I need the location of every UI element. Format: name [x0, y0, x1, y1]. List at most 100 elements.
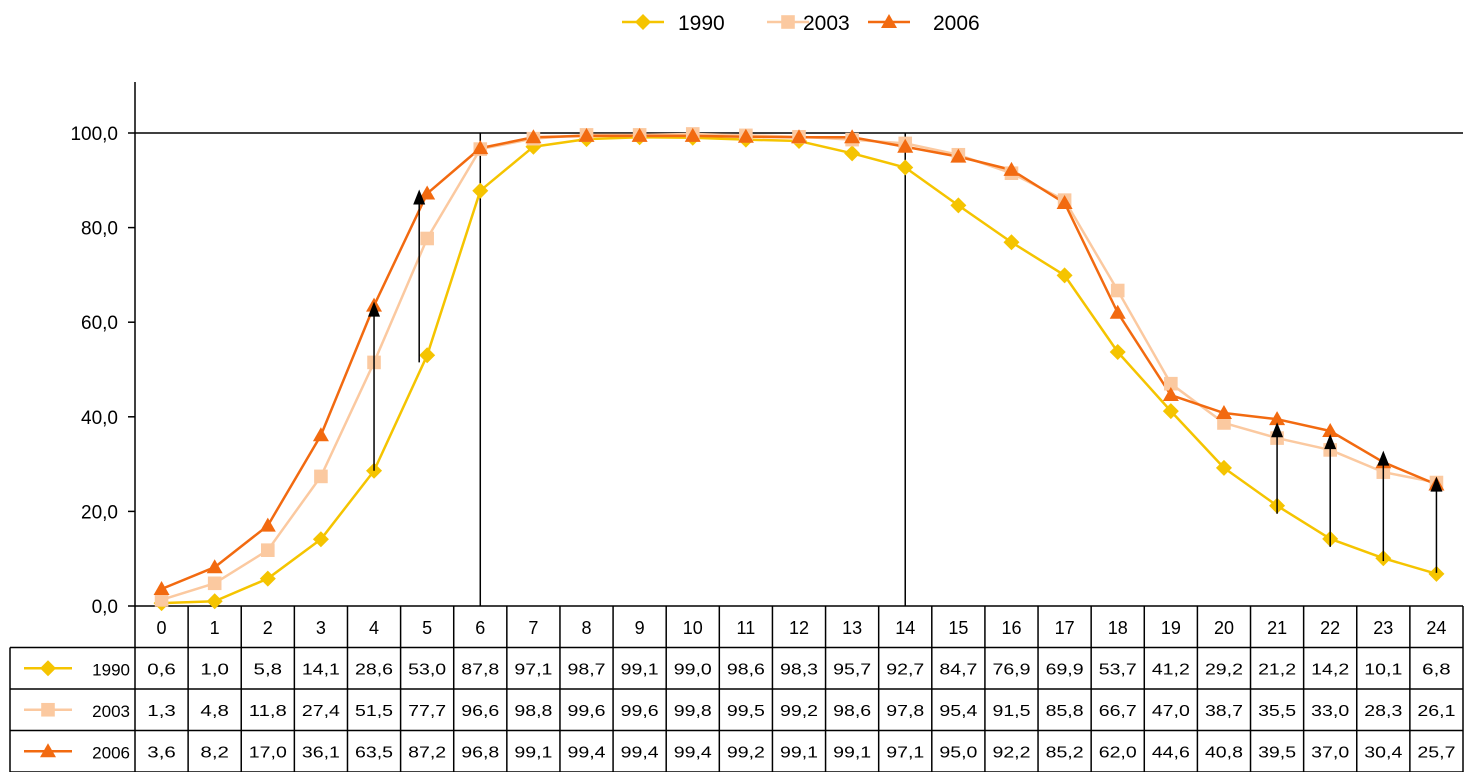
- data-label-2006-15: 95,0: [939, 744, 977, 761]
- point-2006-22: [1322, 422, 1339, 437]
- data-label-2003-17: 85,8: [1046, 703, 1084, 720]
- point-2003-18: [1110, 283, 1125, 298]
- legend-marker-2006: [881, 14, 897, 28]
- arrow-head-4: [1377, 450, 1390, 466]
- data-label-2006-18: 62,0: [1099, 744, 1137, 761]
- data-label-2003-22: 33,0: [1311, 703, 1349, 720]
- data-label-1990-22: 14,2: [1311, 661, 1349, 678]
- arrows-layer: [368, 189, 1443, 573]
- arrow-head-5: [1430, 476, 1443, 492]
- x-tick-label: 1: [210, 618, 220, 638]
- data-label-2006-14: 97,1: [886, 744, 924, 761]
- data-label-2003-11: 99,5: [727, 703, 765, 720]
- data-label-2003-8: 99,6: [568, 703, 606, 720]
- legend-marker-2003: [781, 15, 795, 29]
- point-2003-0: [154, 593, 169, 607]
- point-1990-1: [206, 593, 223, 610]
- x-tick-label: 10: [683, 618, 703, 638]
- data-label-2003-16: 91,5: [992, 703, 1030, 720]
- data-label-1990-14: 92,7: [886, 661, 924, 678]
- point-2006-12: [791, 129, 807, 144]
- data-label-1990-9: 99,1: [621, 661, 659, 678]
- data-label-1990-19: 41,2: [1152, 661, 1190, 678]
- data-label-1990-4: 28,6: [355, 661, 393, 678]
- data-label-2006-22: 37,0: [1311, 744, 1349, 761]
- point-2003-2: [261, 543, 275, 557]
- arrow-head-0: [368, 301, 381, 317]
- data-label-2003-9: 99,6: [621, 703, 659, 720]
- data-label-2006-23: 30,4: [1364, 744, 1402, 761]
- point-2003-19: [1164, 376, 1178, 391]
- data-label-2006-24: 25,7: [1417, 744, 1455, 761]
- data-label-1990-5: 53,0: [408, 661, 446, 678]
- data-table: 0 1 2 3 4 5 6 7 8 9 10 11 12 13 14 15 16 17 18 19 20 21 22 23 24…: [9, 606, 1464, 772]
- data-label-2003-3: 27,4: [302, 703, 340, 720]
- data-label-2003-24: 26,1: [1417, 703, 1455, 720]
- table-series-name-2006: 2006: [92, 743, 130, 762]
- data-label-1990-8: 98,7: [568, 661, 606, 678]
- data-label-1990-23: 10,1: [1364, 661, 1402, 678]
- y-tick-label: 0,0: [92, 597, 118, 618]
- point-2006-10: [684, 127, 701, 142]
- point-2006-17: [1056, 195, 1073, 210]
- table-legend-marker-1990: [40, 660, 56, 677]
- data-label-1990-16: 76,9: [992, 661, 1030, 678]
- x-tick-label: 24: [1426, 618, 1446, 638]
- point-1990-19: [1162, 403, 1179, 420]
- data-label-2006-0: 3,6: [147, 744, 176, 761]
- data-label-2003-20: 38,7: [1205, 703, 1243, 720]
- data-label-2003-0: 1,3: [147, 703, 176, 720]
- x-tick-label: 18: [1108, 618, 1128, 638]
- data-label-2006-19: 44,6: [1152, 744, 1190, 761]
- data-label-1990-21: 21,2: [1258, 661, 1296, 678]
- data-label-2006-16: 92,2: [992, 744, 1030, 761]
- data-label-2006-3: 36,1: [302, 744, 340, 761]
- x-tick-label: 2: [263, 618, 273, 638]
- point-2006-11: [737, 128, 754, 143]
- y-tick-label: 40,0: [81, 408, 118, 429]
- data-label-2006-5: 87,2: [408, 744, 446, 761]
- x-tick-label: 5: [422, 618, 432, 638]
- data-label-2006-4: 63,5: [355, 744, 393, 761]
- axes: 0,0 20,0 40,0 60,0 80,0 100,0: [70, 82, 1463, 618]
- x-tick-label: 15: [948, 618, 968, 638]
- data-label-2003-18: 66,7: [1099, 703, 1137, 720]
- data-label-2003-4: 51,5: [355, 703, 393, 720]
- data-label-1990-3: 14,1: [302, 661, 340, 678]
- table-series-name-1990: 1990: [92, 660, 130, 679]
- data-label-2006-9: 99,4: [621, 744, 659, 761]
- x-tick-label: 11: [737, 618, 756, 638]
- data-label-1990-13: 95,7: [833, 661, 871, 678]
- point-2006-19: [1162, 387, 1179, 402]
- point-1990-3: [312, 531, 329, 548]
- point-2006-0: [153, 580, 170, 595]
- point-2006-14: [897, 138, 914, 153]
- y-tick-label: 20,0: [81, 502, 118, 523]
- data-label-2006-12: 99,1: [780, 744, 818, 761]
- point-1990-18: [1109, 343, 1126, 360]
- data-label-2003-10: 99,8: [674, 703, 712, 720]
- point-2006-13: [844, 129, 861, 144]
- data-label-2006-10: 99,4: [674, 744, 712, 761]
- x-tick-label: 3: [316, 618, 326, 638]
- data-label-2003-6: 96,6: [461, 703, 499, 720]
- point-1990-14: [897, 159, 914, 176]
- data-label-2003-19: 47,0: [1152, 703, 1190, 720]
- table-series-name-2003: 2003: [92, 702, 130, 721]
- point-1990-5: [419, 347, 436, 364]
- data-label-1990-10: 99,0: [674, 661, 712, 678]
- data-label-2006-2: 17,0: [249, 744, 287, 761]
- arrow-head-1: [413, 189, 426, 205]
- x-tick-label: 14: [895, 618, 915, 638]
- data-label-2003-5: 77,7: [408, 703, 446, 720]
- data-label-2006-11: 99,2: [727, 744, 765, 761]
- data-label-2006-8: 99,4: [568, 744, 606, 761]
- point-2003-3: [314, 469, 328, 484]
- data-label-2003-1: 4,8: [200, 703, 229, 720]
- data-label-2006-13: 99,1: [833, 744, 871, 761]
- legend-label-1990: 1990: [678, 12, 725, 35]
- point-2006-6: [472, 140, 489, 155]
- x-tick-label: 21: [1267, 618, 1287, 638]
- point-2006-5: [419, 185, 436, 200]
